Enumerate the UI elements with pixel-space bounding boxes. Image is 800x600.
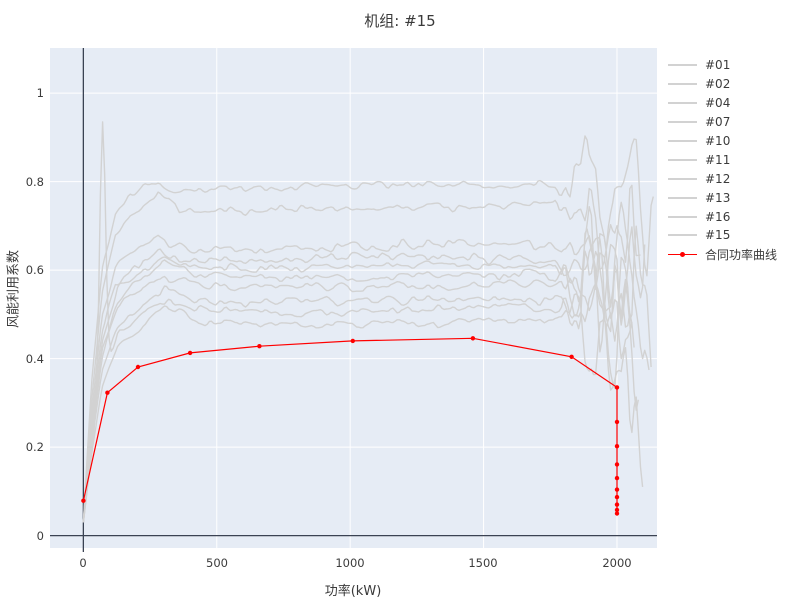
legend: #01 #02 #04 #07 #10 #11 #12 #13 #16 #15 …	[668, 56, 777, 264]
y-tick-label: 0.2	[25, 440, 44, 454]
y-tick-label: 0.4	[25, 352, 44, 366]
red-line-dot-swatch-icon	[668, 251, 697, 257]
legend-label: #04	[705, 96, 731, 111]
legend-item-11: #11	[668, 150, 777, 169]
legend-item-04: #04	[668, 94, 777, 113]
gray-line-swatch-icon	[668, 64, 697, 67]
legend-label: #01	[705, 58, 731, 73]
y-tick-label: 1	[36, 86, 44, 100]
x-tick-label: 500	[206, 556, 228, 570]
legend-label: 合同功率曲线	[705, 247, 778, 262]
x-axis-label: 功率(kW)	[324, 584, 382, 599]
legend-item-07: #07	[668, 113, 777, 132]
x-tick-label: 1000	[335, 556, 365, 570]
gray-line-swatch-icon	[668, 177, 697, 180]
legend-label: #11	[705, 152, 731, 167]
chart-title: 机组: #15	[364, 12, 436, 30]
red-dot-icon	[680, 251, 685, 257]
legend-label: #13	[705, 190, 731, 205]
legend-item-12: #12	[668, 169, 777, 188]
gray-line-swatch-icon	[668, 234, 697, 237]
gray-line-swatch-icon	[668, 158, 697, 161]
y-tick-label: 0.8	[25, 175, 44, 189]
gray-line-swatch-icon	[668, 196, 697, 199]
legend-item-contract-curve: 合同功率曲线	[668, 245, 777, 264]
gray-line-swatch-icon	[668, 121, 697, 124]
gray-line-swatch-icon	[668, 102, 697, 105]
y-tick-label: 0	[36, 529, 44, 543]
gray-line-swatch-icon	[668, 83, 697, 86]
legend-label: #02	[705, 77, 731, 92]
x-tick-label: 0	[79, 556, 87, 570]
gray-line-swatch-icon	[668, 215, 697, 218]
legend-label: #15	[705, 228, 731, 243]
y-tick-label: 0.6	[25, 263, 44, 277]
legend-label: #10	[705, 134, 731, 148]
legend-item-13: #13	[668, 188, 777, 207]
y-axis-label: 风能利用系数	[6, 249, 22, 329]
legend-label: #16	[705, 209, 731, 224]
gray-line-swatch-icon	[668, 140, 697, 142]
x-tick-label: 2000	[602, 556, 632, 570]
legend-label: #07	[705, 115, 731, 130]
legend-item-16: #16	[668, 207, 777, 226]
legend-item-02: #02	[668, 75, 777, 94]
legend-item-10: #10	[668, 132, 777, 151]
x-tick-label: 1500	[468, 556, 498, 570]
legend-item-15: #15	[668, 226, 777, 245]
legend-item-01: #01	[668, 56, 777, 75]
legend-label: #12	[705, 171, 731, 186]
